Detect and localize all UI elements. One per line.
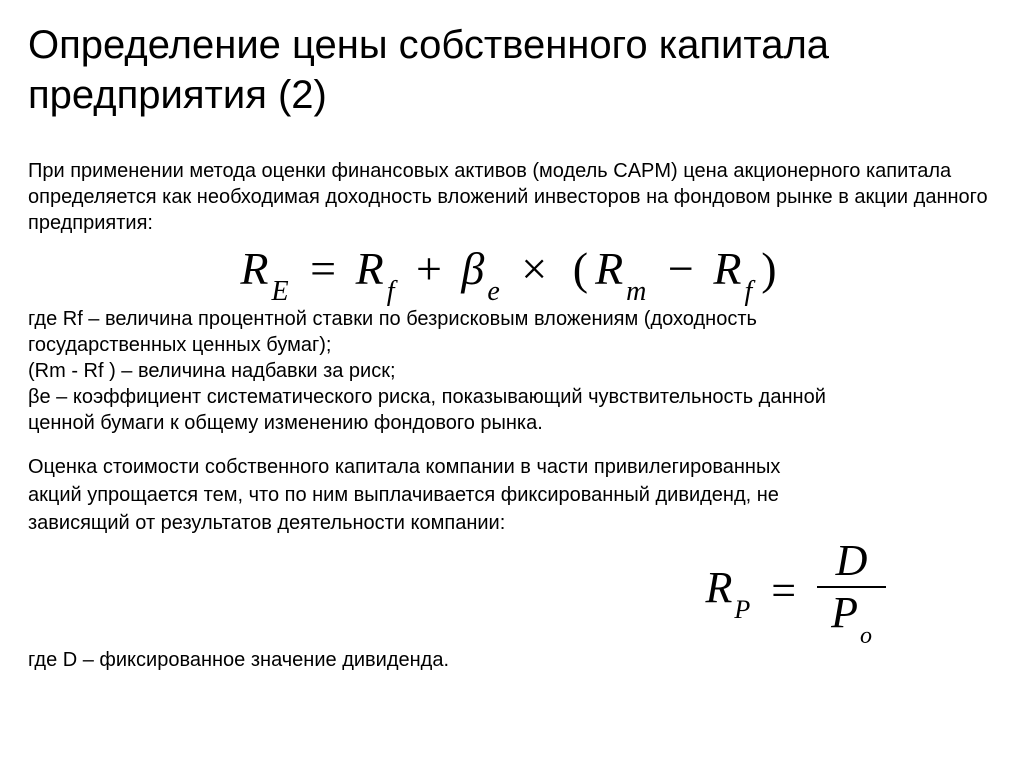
f1-t2-base: β (461, 243, 485, 294)
f1-t2-sub: e (487, 276, 500, 307)
capm-formula: RE = Rf + βe × (Rm − Rf) (28, 242, 996, 302)
f2-lhs-sub: P (734, 595, 750, 624)
f1-rparen: ) (761, 243, 777, 294)
f1-t1-sub: f (387, 276, 396, 307)
def1-line5: ценной бумаги к общему изменению фондово… (28, 410, 996, 436)
slide-title: Определение цены собственного капитала п… (28, 20, 996, 120)
f2-eq: = (771, 565, 796, 616)
f1-lhs-base: R (240, 243, 269, 294)
def1-line3: (Rm - Rf ) – величина надбавки за риск; (28, 358, 996, 384)
f1-eq: = (310, 243, 337, 294)
para2-line2: акций упрощается тем, что по ним выплачи… (28, 482, 996, 508)
definitions-block-2: где D – фиксированное значение дивиденда… (28, 647, 996, 673)
definitions-block-1: где Rf – величина процентной ставки по б… (28, 306, 996, 436)
f2-den-sub: o (860, 623, 872, 649)
f1-t4-sub: f (744, 276, 753, 307)
def1-line4: βe – коэффициент систематического риска,… (28, 384, 996, 410)
intro-paragraph: При применении метода оценки финансовых … (28, 158, 996, 236)
f1-t4-base: R (713, 243, 742, 294)
preferred-stock-formula: RP = D Po (28, 538, 996, 643)
f1-lhs-sub: E (272, 276, 290, 307)
para2-line3: зависящий от результатов деятельности ко… (28, 510, 996, 536)
def1-line1: где Rf – величина процентной ставки по б… (28, 306, 996, 332)
f2-den-base: P (831, 588, 858, 637)
f2-lhs-base: R (706, 563, 733, 612)
f1-t3-sub: m (626, 276, 647, 307)
f1-lparen: ( (573, 243, 589, 294)
f1-t1-base: R (356, 243, 385, 294)
f2-numerator: D (817, 538, 886, 588)
f1-plus: + (416, 243, 443, 294)
f2-fraction: D Po (817, 538, 886, 643)
f2-denominator: Po (817, 588, 886, 643)
f1-t3-base: R (595, 243, 624, 294)
f1-times: × (521, 243, 548, 294)
f1-minus: − (668, 243, 695, 294)
def1-line2: государственных ценных бумаг); (28, 332, 996, 358)
para2-line1: Оценка стоимости собственного капитала к… (28, 454, 996, 480)
